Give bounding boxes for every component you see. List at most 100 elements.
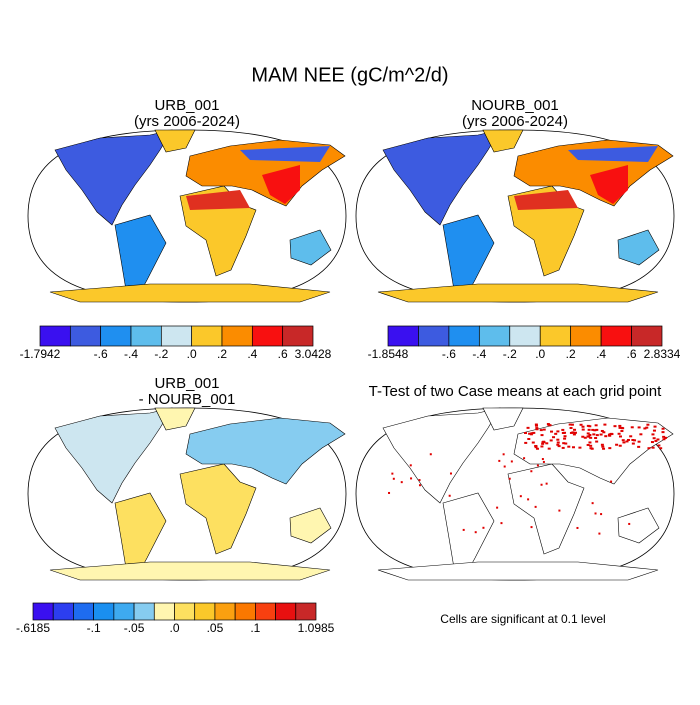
panel-title: T-Test of two Case means at each grid po… [369, 383, 662, 400]
land [289, 229, 332, 266]
significant-cell [595, 440, 599, 443]
significant-cell [541, 442, 545, 445]
significant-cell [661, 427, 665, 430]
significant-cell [618, 426, 622, 429]
colorbar-box [73, 602, 94, 621]
significant-cell [542, 460, 545, 463]
significant-cell [593, 429, 597, 432]
panel-subtitle: (yrs 2006-2024) [462, 113, 568, 130]
significant-cell [502, 453, 505, 456]
significant-cell [545, 482, 548, 485]
significant-cell [631, 442, 635, 445]
significant-cell [602, 447, 606, 450]
land [382, 407, 501, 504]
colorbar-box [570, 325, 602, 347]
colorbar-box [100, 325, 132, 347]
significant-cell [591, 428, 595, 431]
panel-subtitle: - NOURB_001 [139, 391, 236, 408]
significant-cell [519, 495, 522, 498]
colorbar-box [160, 325, 193, 347]
significant-cell [527, 498, 530, 501]
colorbar-box [153, 602, 175, 621]
map [355, 407, 675, 581]
panel-title: URB_001 [154, 97, 219, 114]
significant-cell [589, 436, 593, 439]
colorbar-label: .0 [169, 621, 179, 635]
significant-cell [588, 433, 592, 436]
significant-cell [595, 434, 599, 437]
significant-cell [534, 446, 538, 449]
significant-cell [576, 526, 579, 529]
significant-cell [647, 447, 651, 450]
land [617, 507, 660, 544]
significant-cell [603, 423, 607, 426]
significant-cell [662, 438, 666, 441]
land [377, 283, 659, 303]
significant-cell [500, 522, 503, 525]
significant-cell [418, 479, 421, 482]
land [507, 463, 585, 555]
significant-cell [524, 441, 528, 444]
significant-cell [622, 441, 626, 444]
significant-cell [626, 438, 630, 441]
significant-cell [581, 425, 585, 428]
panel-title: URB_001 [154, 375, 219, 392]
colorbar-box [194, 602, 216, 621]
significant-cell [609, 432, 613, 435]
significant-cell [418, 484, 421, 487]
significant-cell [645, 426, 649, 429]
land [179, 463, 257, 555]
significant-cell [498, 459, 501, 462]
colorbar-label: 2.8334 [644, 347, 681, 361]
significant-cell [562, 442, 566, 445]
significant-cell [662, 435, 666, 438]
significant-cell [482, 526, 485, 529]
colorbar-label: .6 [627, 347, 637, 361]
land [617, 229, 660, 266]
significant-cell [594, 512, 597, 515]
significant-cell [567, 445, 571, 448]
land [154, 129, 196, 153]
significant-cell [659, 447, 663, 450]
colorbar-box [539, 325, 572, 347]
colorbar-box [93, 602, 115, 621]
significant-cell [563, 435, 567, 438]
significant-cell [474, 531, 477, 534]
map [27, 129, 347, 303]
significant-cell [561, 446, 565, 449]
significant-cell [651, 446, 655, 449]
colorbar-label: .2 [566, 347, 576, 361]
colorbar-box [418, 325, 450, 347]
significant-cell [568, 423, 572, 426]
significant-cell [579, 423, 583, 426]
land [377, 561, 659, 581]
significant-cell [556, 430, 560, 433]
significant-cell [586, 443, 590, 446]
significant-cell [573, 428, 577, 431]
significant-cell [556, 443, 560, 446]
colorbar-label: -.6 [442, 347, 456, 361]
land [54, 129, 173, 226]
significant-cell [449, 472, 452, 475]
significant-cell [583, 436, 587, 439]
colorbar-box [275, 602, 297, 621]
significant-cell [546, 423, 550, 426]
colorbar-box [448, 325, 480, 347]
significant-cell [448, 494, 451, 497]
colorbar-box [255, 602, 276, 621]
colorbar-box [39, 325, 71, 347]
significant-cell [664, 436, 668, 439]
significant-cell [531, 441, 535, 444]
colorbar-label: 1.0985 [298, 621, 335, 635]
significant-cell [542, 440, 546, 443]
land [185, 417, 346, 485]
significant-cell [654, 439, 658, 442]
india [262, 165, 300, 204]
significant-cell [608, 447, 612, 450]
significant-cell [564, 442, 568, 445]
colorbar-label: -.4 [472, 347, 486, 361]
significant-cell [595, 428, 599, 431]
significant-cell [651, 433, 655, 436]
significant-cell [540, 483, 543, 486]
